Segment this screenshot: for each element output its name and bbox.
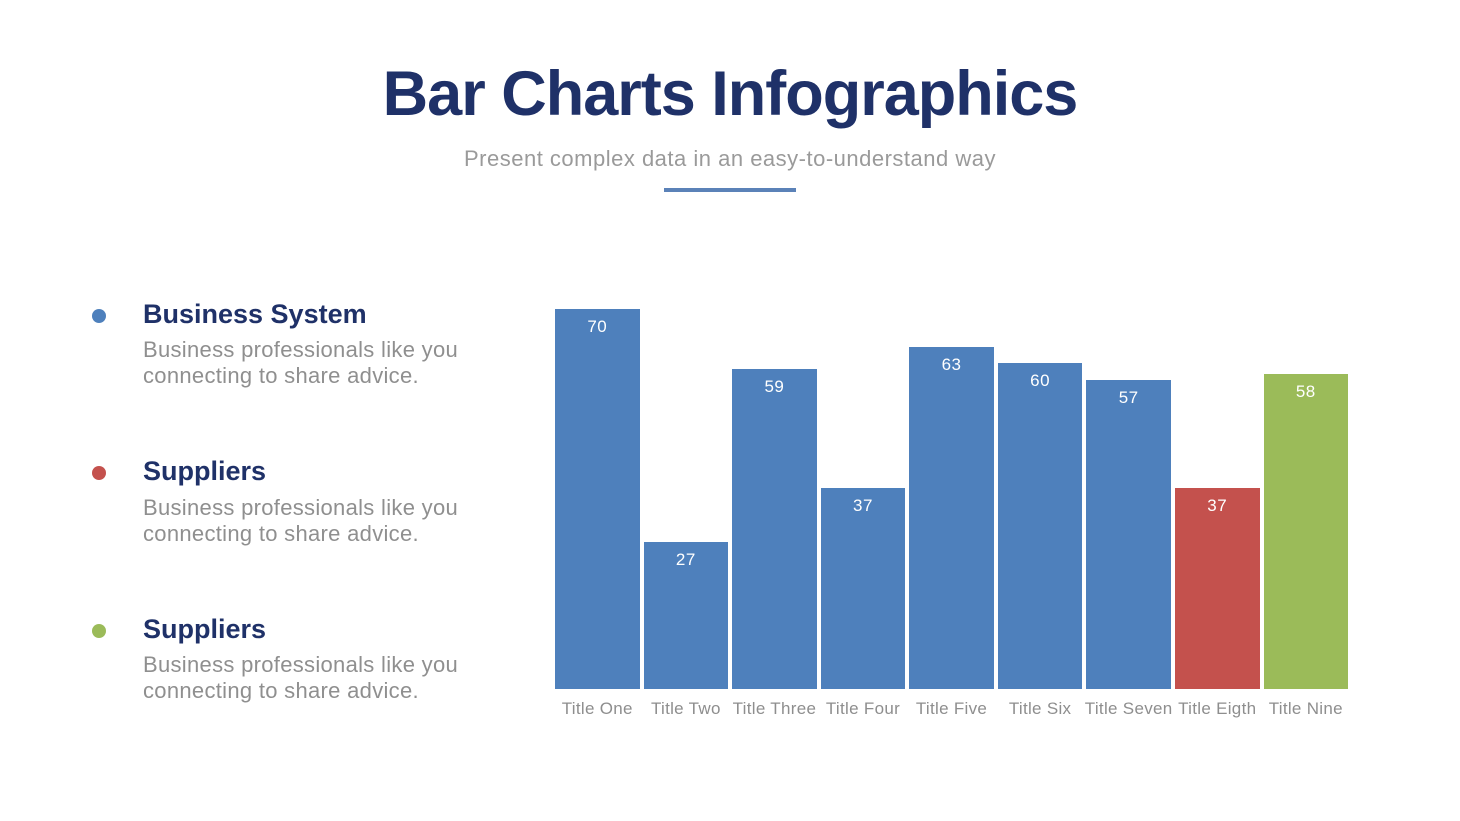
page-title: Bar Charts Infographics: [382, 59, 1079, 129]
bar-category-label: Title Four: [825, 699, 901, 718]
legend-item-title: Suppliers: [143, 456, 267, 487]
bar: 37: [820, 488, 906, 689]
bar: 60: [997, 363, 1083, 689]
legend-item-title: Suppliers: [143, 613, 267, 644]
bar-category-label: Title Two: [650, 699, 721, 718]
legend-item-description: Business professionals like you connecti…: [143, 337, 508, 389]
bar-group: 58 Title Nine: [1263, 309, 1349, 718]
bar-value-label: 27: [675, 550, 696, 569]
bullet-icon: [92, 309, 106, 323]
legend: Business System Business professionals l…: [88, 298, 508, 770]
bar-group: 70 Title One: [555, 309, 640, 718]
bar-value-label: 70: [587, 317, 608, 336]
bar-category-label: Title Nine: [1268, 699, 1343, 718]
description-line: Business professionals like you: [143, 494, 459, 520]
legend-item-business-system: Business System Business professionals l…: [88, 298, 508, 389]
bar-category-label: Title Eigth: [1178, 699, 1257, 718]
bar: 58: [1263, 374, 1349, 689]
description-line: connecting to share advice.: [143, 677, 419, 703]
description-line: Business professionals like you: [143, 337, 459, 363]
bar-category-label: Title Five: [915, 699, 988, 718]
bar-group: 27 Title Two: [643, 309, 729, 718]
bar-category-label: Title Three: [732, 699, 817, 718]
bar-group: 60 Title Six: [997, 309, 1083, 718]
legend-item-suppliers-red: Suppliers Business professionals like yo…: [88, 455, 508, 546]
legend-item-description: Business professionals like you connecti…: [143, 652, 508, 704]
bar-category-label: Title Seven: [1084, 699, 1173, 718]
bullet-icon: [92, 623, 106, 638]
bullet-icon: [92, 466, 106, 481]
bar-category-label: Title Six: [1008, 699, 1072, 718]
bar-value-label: 37: [853, 496, 873, 515]
bar-value-label: 63: [941, 355, 962, 374]
bar-value-label: 58: [1295, 382, 1316, 401]
bar-group: 37 Title Four: [820, 309, 906, 718]
description-line: connecting to share advice.: [143, 363, 419, 389]
bar-group: 59 Title Three: [732, 309, 817, 718]
bar: 59: [732, 369, 817, 689]
page-subtitle: Present complex data in an easy-to-under…: [463, 146, 996, 171]
description-line: connecting to share advice.: [143, 520, 419, 546]
bar-value-label: 57: [1118, 388, 1139, 407]
bar-chart: 70 Title One 27 Title Two 59 Title Three 37 Tit…: [555, 309, 1349, 718]
bar: 27: [643, 542, 729, 689]
bar-group: 63 Title Five: [909, 309, 994, 718]
legend-item-title: Business System: [143, 299, 367, 329]
bar-category-label: Title One: [561, 699, 633, 718]
description-line: Business professionals like you: [143, 651, 459, 677]
bar-value-label: 59: [764, 377, 785, 396]
title-divider: [664, 188, 796, 192]
bar: 70: [555, 309, 640, 689]
bar-value-label: 60: [1030, 371, 1051, 390]
bar: 63: [909, 347, 994, 689]
bar: 37: [1174, 488, 1260, 689]
bar-group: 57 Title Seven: [1085, 309, 1172, 718]
bar: 57: [1086, 380, 1171, 689]
bar-group: 37 Title Eigth: [1174, 309, 1260, 718]
legend-item-suppliers-green: Suppliers Business professionals like yo…: [88, 613, 508, 704]
bar-value-label: 37: [1207, 496, 1228, 515]
legend-item-description: Business professionals like you connecti…: [143, 495, 508, 547]
